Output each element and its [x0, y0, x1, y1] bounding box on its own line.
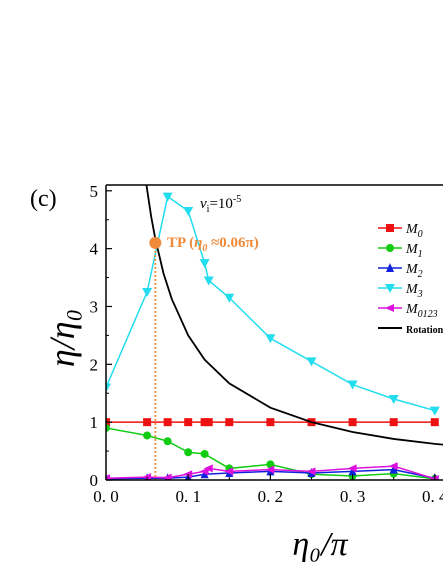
- data-point: [224, 293, 235, 303]
- legend-label: Rotation: [406, 325, 443, 336]
- legend-label: M3: [405, 282, 423, 300]
- tp-annotation: TP (η0 ≈0.06π): [167, 235, 259, 254]
- legend-item-M1: M1: [378, 242, 423, 260]
- y-tick-label: 3: [90, 297, 99, 316]
- data-point: [162, 473, 172, 480]
- legend-label: M2: [405, 262, 423, 280]
- data-point: [204, 418, 213, 427]
- series-M3: [106, 192, 440, 416]
- legend-marker: [385, 304, 394, 312]
- data-point: [224, 467, 234, 476]
- data-point: [265, 334, 276, 344]
- data-point: [162, 192, 173, 202]
- y-tick-label: 4: [90, 240, 99, 259]
- legend-item-M3: M3: [378, 282, 423, 300]
- data-point: [389, 464, 398, 474]
- series-M0123: [106, 462, 439, 480]
- data-point: [348, 418, 357, 427]
- legend-label: M0123: [405, 302, 438, 320]
- legend-marker: [386, 244, 394, 252]
- data-point: [142, 473, 152, 480]
- x-tick-label: 0. 2: [258, 487, 284, 506]
- legend-item-M2: M2: [378, 262, 423, 280]
- data-point: [306, 467, 316, 476]
- legend-item-M0: M0: [378, 222, 423, 240]
- data-point: [184, 418, 193, 427]
- data-point: [225, 418, 234, 427]
- x-tick-label: 0. 1: [175, 487, 201, 506]
- data-point: [106, 474, 110, 480]
- data-point: [429, 406, 440, 416]
- y-axis-label: η/η₀: [42, 309, 82, 367]
- data-point: [143, 431, 152, 440]
- data-point: [184, 448, 193, 457]
- data-point: [106, 423, 110, 432]
- chart-series-layer: [106, 185, 443, 480]
- series-M0: [106, 418, 439, 427]
- data-point: [200, 469, 209, 479]
- panel-label: (c): [30, 186, 57, 212]
- data-point: [389, 418, 398, 427]
- chart-axes: 0 1 2 3 4 5 0. 0 0. 1 0. 2 0. 3 0. 4: [90, 182, 443, 506]
- legend-label: M0: [405, 222, 423, 240]
- data-point: [163, 437, 172, 446]
- data-point: [266, 418, 275, 427]
- data-point: [265, 465, 275, 474]
- data-point: [163, 418, 172, 427]
- data-point: [347, 464, 357, 473]
- data-point: [388, 395, 399, 405]
- y-tick-label: 2: [90, 355, 99, 374]
- y-tick-label: 5: [90, 182, 99, 201]
- data-point: [106, 383, 111, 393]
- data-point: [306, 357, 317, 367]
- data-point: [388, 462, 398, 471]
- data-point: [143, 418, 152, 427]
- legend-item-Rotation: Rotation: [378, 325, 443, 336]
- data-point: [142, 288, 153, 298]
- legend-marker: [386, 224, 394, 232]
- data-point: [348, 466, 357, 476]
- y-tick-label: 0: [90, 471, 99, 490]
- legend-label: M1: [405, 242, 423, 260]
- vi-annotation: vi=10-5: [200, 194, 241, 215]
- series-line: [106, 195, 435, 412]
- data-point: [203, 276, 214, 286]
- legend-marker: [385, 284, 395, 293]
- tp-point: [149, 236, 162, 249]
- data-point: [200, 449, 209, 458]
- x-axis-label: η₀/π: [292, 526, 348, 563]
- y-tick-label: 1: [90, 413, 99, 432]
- legend-marker: [386, 263, 394, 272]
- x-tick-label: 0. 0: [93, 487, 119, 506]
- data-point: [183, 207, 194, 217]
- data-point: [430, 418, 439, 427]
- x-tick-label: 0. 3: [340, 487, 366, 506]
- data-point: [199, 259, 210, 269]
- x-tick-label: 0. 4: [422, 487, 443, 506]
- data-point: [203, 464, 213, 473]
- data-point: [347, 380, 358, 390]
- data-point: [266, 460, 275, 469]
- chart-legend: M0 M1 M2 M3 M0123 Rotation: [378, 222, 443, 336]
- legend-item-M0123: M0123: [378, 302, 438, 320]
- data-point: [200, 418, 209, 427]
